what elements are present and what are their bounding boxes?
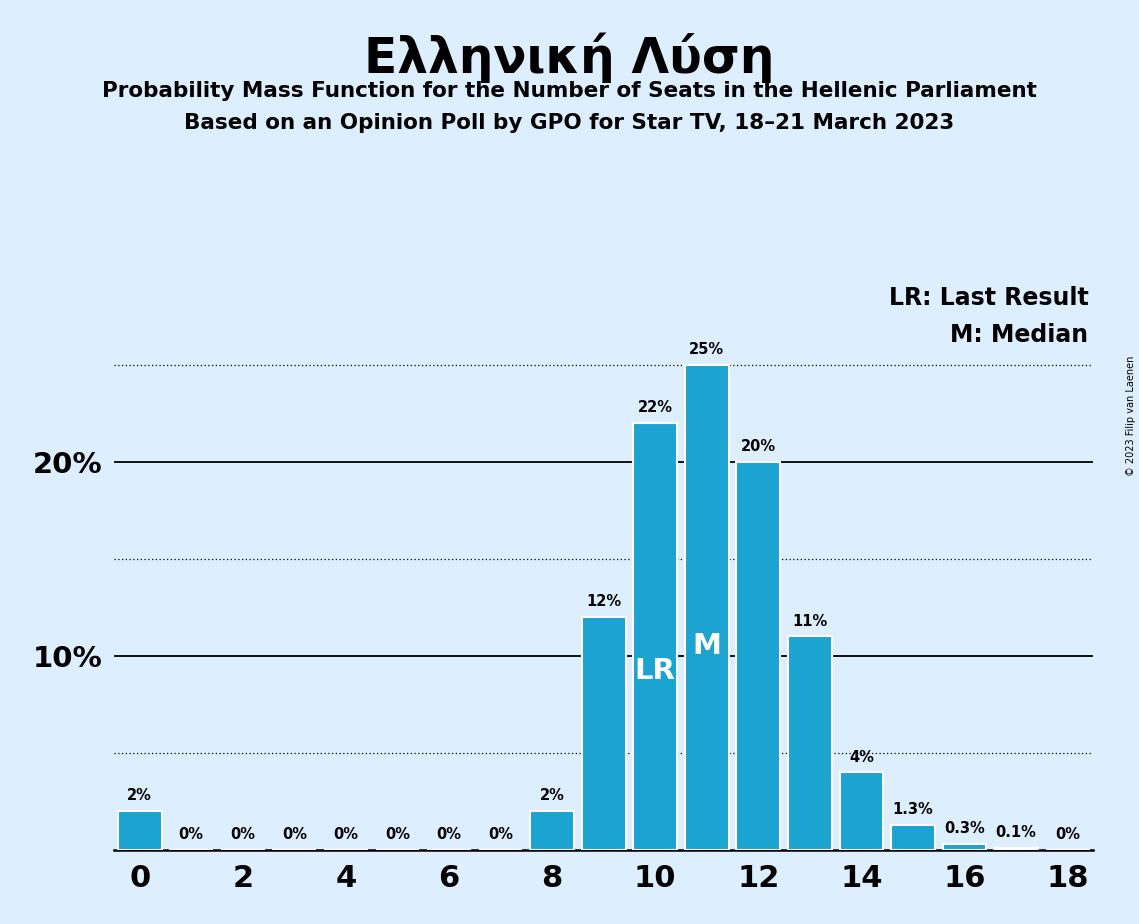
- Text: 0.1%: 0.1%: [995, 825, 1036, 840]
- Text: 0%: 0%: [179, 827, 204, 843]
- Text: 0%: 0%: [334, 827, 359, 843]
- Bar: [839, 772, 884, 850]
- Bar: [943, 845, 986, 850]
- Bar: [117, 811, 162, 850]
- Text: 12%: 12%: [587, 594, 621, 609]
- Bar: [737, 462, 780, 850]
- Text: 0.3%: 0.3%: [944, 821, 985, 836]
- Text: M: M: [693, 632, 721, 660]
- Text: 4%: 4%: [849, 749, 874, 765]
- Bar: [582, 617, 625, 850]
- Text: 0%: 0%: [281, 827, 306, 843]
- Text: 20%: 20%: [740, 439, 776, 454]
- Text: Ελληνική Λύση: Ελληνική Λύση: [364, 32, 775, 83]
- Text: 0%: 0%: [230, 827, 255, 843]
- Bar: [633, 423, 677, 850]
- Text: 2%: 2%: [128, 788, 153, 804]
- Text: 2%: 2%: [540, 788, 565, 804]
- Bar: [685, 365, 729, 850]
- Text: Probability Mass Function for the Number of Seats in the Hellenic Parliament: Probability Mass Function for the Number…: [103, 81, 1036, 102]
- Text: 0%: 0%: [385, 827, 410, 843]
- Text: 1.3%: 1.3%: [893, 802, 933, 817]
- Text: M: Median: M: Median: [950, 323, 1089, 347]
- Text: Based on an Opinion Poll by GPO for Star TV, 18–21 March 2023: Based on an Opinion Poll by GPO for Star…: [185, 113, 954, 133]
- Text: LR: Last Result: LR: Last Result: [888, 286, 1089, 310]
- Bar: [788, 637, 831, 850]
- Bar: [531, 811, 574, 850]
- Text: 0%: 0%: [436, 827, 461, 843]
- Text: © 2023 Filip van Laenen: © 2023 Filip van Laenen: [1126, 356, 1136, 476]
- Text: 11%: 11%: [793, 614, 828, 628]
- Text: 0%: 0%: [487, 827, 513, 843]
- Bar: [891, 825, 935, 850]
- Text: 22%: 22%: [638, 400, 673, 415]
- Text: 25%: 25%: [689, 342, 724, 357]
- Text: 0%: 0%: [1055, 827, 1080, 843]
- Bar: [994, 848, 1038, 850]
- Text: LR: LR: [634, 657, 675, 685]
